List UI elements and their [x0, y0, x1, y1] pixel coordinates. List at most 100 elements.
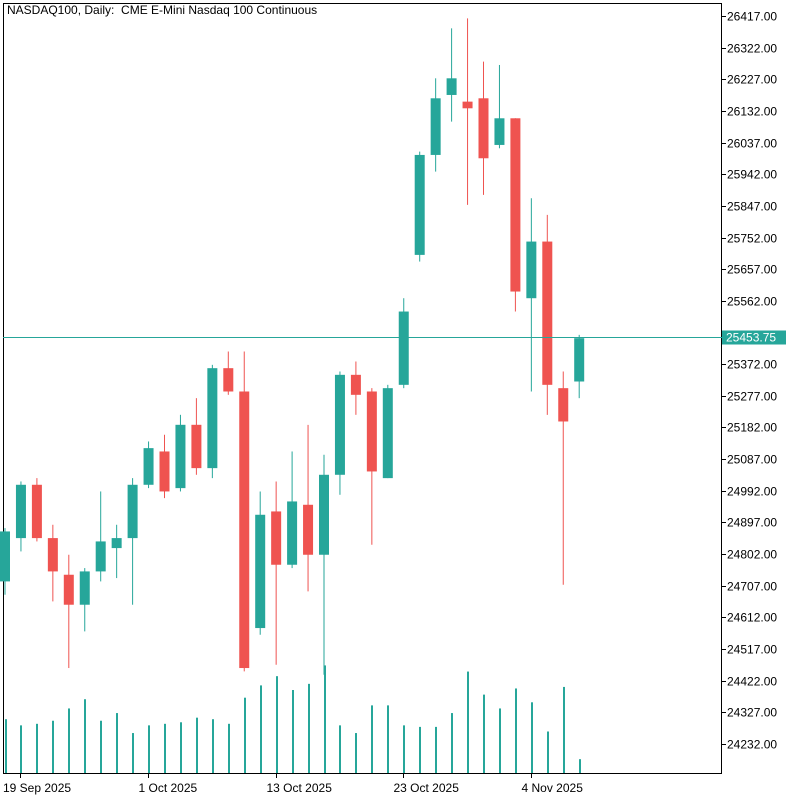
candle-body	[0, 531, 10, 582]
candle	[239, 351, 250, 672]
y-tick-label: 24612.00	[727, 611, 777, 625]
candle	[574, 334, 585, 399]
y-tick-label: 25942.00	[727, 168, 777, 182]
candle-body	[398, 311, 409, 385]
candle	[191, 398, 202, 475]
y-tick-label: 25182.00	[727, 421, 777, 435]
candle-body	[287, 501, 298, 565]
candle-body	[239, 391, 250, 669]
candle-body	[127, 484, 138, 539]
candle	[526, 198, 537, 392]
x-tick-label: 4 Nov 2025	[522, 781, 584, 795]
candle-body	[382, 388, 393, 479]
candle	[79, 568, 90, 632]
candle-body	[303, 504, 314, 555]
candle-body	[526, 241, 537, 299]
candle-body	[558, 388, 569, 422]
candle-body	[207, 368, 218, 469]
y-tick-label: 26037.00	[727, 137, 777, 151]
candle	[319, 454, 329, 675]
candle	[398, 298, 409, 389]
y-tick-label: 24422.00	[727, 675, 777, 689]
candle-body	[430, 98, 441, 155]
current-price-label: 25453.75	[726, 331, 776, 345]
y-tick-label: 26132.00	[727, 105, 777, 119]
candle	[255, 491, 266, 635]
candle	[127, 478, 138, 605]
candle-body	[31, 484, 42, 539]
candle-body	[350, 374, 361, 395]
candle	[223, 351, 234, 395]
candle-body	[143, 448, 154, 485]
candle-body	[79, 571, 90, 605]
candle-body	[478, 98, 489, 159]
candle-body	[175, 424, 186, 489]
chart-title: NASDAQ100, Daily: CME E-Mini Nasdaq 100 …	[7, 3, 318, 17]
y-tick-label: 26417.00	[727, 10, 777, 24]
candle	[414, 151, 425, 262]
y-tick-label: 26322.00	[727, 42, 777, 56]
candle-body	[271, 511, 282, 565]
candle	[0, 528, 10, 595]
candle	[15, 481, 26, 552]
y-tick-label: 25562.00	[727, 295, 777, 309]
x-tick-label: 23 Oct 2025	[394, 781, 460, 795]
candle	[303, 424, 314, 592]
candle	[382, 384, 393, 479]
candle	[334, 371, 345, 495]
candle	[111, 524, 122, 579]
candle	[494, 64, 505, 149]
candle	[143, 441, 154, 489]
candle	[63, 554, 74, 669]
candle	[366, 388, 377, 545]
candle	[31, 478, 42, 542]
y-tick-label: 25087.00	[727, 453, 777, 467]
y-tick-label: 26227.00	[727, 73, 777, 87]
y-axis: 26417.00 26322.00 26227.00 26132.00 26037.00…	[722, 10, 777, 752]
candle	[478, 61, 489, 195]
candle-body	[494, 118, 505, 145]
y-tick-label: 24707.00	[727, 580, 777, 594]
candle	[287, 451, 298, 569]
candle	[462, 18, 473, 205]
candle-body	[111, 538, 122, 549]
candle-body	[95, 541, 106, 572]
candle	[446, 28, 457, 122]
candle-body	[255, 514, 266, 629]
plot-border	[3, 3, 722, 774]
candle-body	[63, 574, 74, 605]
y-tick-label: 24232.00	[727, 738, 777, 752]
candle	[207, 364, 218, 479]
y-tick-label: 24802.00	[727, 548, 777, 562]
candle-body	[414, 154, 425, 255]
candle-body	[223, 368, 234, 392]
candle	[542, 214, 553, 415]
y-tick-label: 25752.00	[727, 232, 777, 246]
candle	[47, 524, 58, 602]
candle-body	[319, 474, 329, 555]
candle	[175, 414, 186, 492]
current-price-tag	[722, 330, 786, 345]
candle	[95, 491, 106, 582]
candle	[159, 434, 170, 499]
candle-body	[542, 241, 553, 385]
candle	[271, 481, 282, 665]
y-tick-label: 25657.00	[727, 263, 777, 277]
y-tick-label: 25847.00	[727, 200, 777, 214]
candle-body	[462, 101, 473, 109]
plot-frame	[3, 3, 722, 774]
candle	[350, 361, 361, 415]
candle	[430, 78, 441, 172]
candle-body	[574, 338, 585, 382]
candle-body	[15, 484, 26, 539]
y-tick-label: 24897.00	[727, 516, 777, 530]
candle-body	[366, 391, 377, 472]
x-tick-label: 1 Oct 2025	[139, 781, 198, 795]
y-tick-label: 25277.00	[727, 390, 777, 404]
price-line-layer: 25453.75	[3, 330, 786, 345]
candle	[510, 118, 521, 312]
candle-body	[334, 374, 345, 475]
x-axis: 19 Sep 2025 1 Oct 2025 13 Oct 2025 23 Oct 2…	[3, 774, 583, 795]
